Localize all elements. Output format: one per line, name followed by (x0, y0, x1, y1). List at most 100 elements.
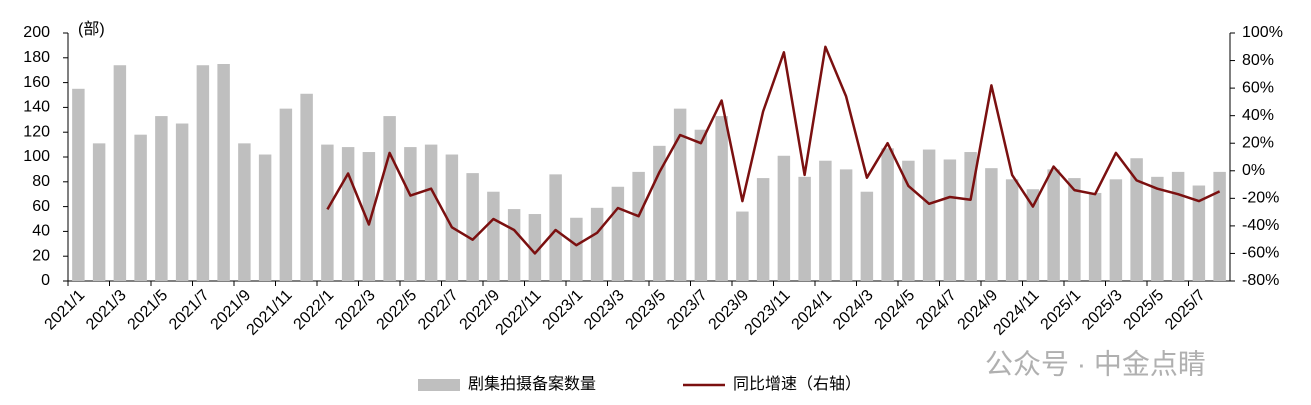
bar (92, 143, 106, 281)
x-tick-label: 2021/5 (125, 287, 172, 334)
y2-tick-label: -60% (1242, 245, 1279, 262)
bar (155, 116, 168, 281)
y-tick-label: 160 (23, 74, 50, 91)
bar (1192, 185, 1206, 281)
bar (1109, 179, 1123, 281)
bar (694, 129, 708, 281)
bar (507, 209, 521, 281)
x-tick-label: 2023/7 (664, 287, 711, 334)
bar (528, 214, 542, 281)
bar (1026, 189, 1040, 281)
x-tick-label: 2024/11 (991, 287, 1043, 339)
bar (1130, 158, 1143, 281)
bar (466, 173, 479, 281)
y-tick-label: 100 (23, 148, 50, 165)
y-tick-label: 80 (32, 173, 50, 190)
x-tick-label: 2023/11 (742, 287, 794, 339)
bar (819, 160, 832, 281)
bar (985, 168, 998, 281)
bar (881, 148, 894, 281)
bar (196, 65, 210, 282)
x-tick-label: 2021/7 (166, 287, 213, 334)
x-tick-label: 2021/11 (244, 287, 296, 339)
x-tick-label: 2025/3 (1079, 287, 1126, 334)
bar (756, 178, 770, 281)
y2-tick-label: 60% (1242, 79, 1274, 96)
x-tick-label: 2022/7 (415, 287, 462, 334)
bar (1005, 179, 1019, 281)
bar (715, 116, 728, 281)
legend-swatch (418, 379, 460, 391)
y-tick-label: 120 (23, 123, 50, 140)
bar (300, 93, 313, 281)
x-tick-label: 2025/1 (1038, 287, 1085, 334)
bar (362, 152, 376, 281)
y2-tick-label: 100% (1242, 24, 1283, 41)
bar (570, 217, 583, 281)
bar (217, 64, 230, 281)
x-tick-label: 2024/3 (830, 287, 877, 334)
y2-tick-label: -20% (1242, 190, 1279, 207)
x-tick-label: 2022/11 (493, 287, 545, 339)
y2-tick-label: 20% (1242, 134, 1274, 151)
bar (341, 147, 355, 281)
bar (943, 159, 957, 281)
bar (632, 171, 645, 281)
line (326, 45, 1221, 255)
x-tick-label: 2023/5 (623, 287, 670, 334)
x-tick-label: 2021/3 (83, 287, 130, 334)
y2-tick-label: 40% (1242, 107, 1274, 124)
x-tick-label: 2024/7 (913, 287, 960, 334)
bar (404, 147, 417, 281)
y-tick-label: 60 (32, 198, 50, 215)
bar (1171, 171, 1185, 281)
y-tick-label: 0 (41, 272, 50, 289)
bar (383, 116, 396, 281)
bar (134, 134, 147, 281)
bar (258, 154, 272, 281)
bar (1088, 192, 1102, 281)
bar (777, 155, 791, 281)
legend-label: 同比增速（右轴） (733, 375, 861, 393)
x-tick-label: 2021/1 (42, 287, 89, 334)
bar (321, 144, 334, 281)
bar (860, 191, 874, 281)
x-tick-label: 2025/5 (1121, 287, 1168, 334)
bar (673, 108, 687, 281)
y-tick-label: 200 (23, 24, 50, 41)
bar (736, 211, 749, 281)
y2-tick-label: 0% (1242, 162, 1265, 179)
y2-tick-label: -40% (1242, 217, 1279, 234)
y-tick-label: 40 (32, 223, 50, 240)
bar (1068, 178, 1081, 281)
y-axis-unit: (部) (78, 20, 105, 38)
y2-tick-label: 80% (1242, 52, 1274, 69)
bar (72, 88, 85, 281)
bar (1047, 169, 1060, 281)
watermark: 公众号 · 中金点睛 (985, 348, 1206, 379)
bar (487, 191, 500, 281)
x-tick-label: 2023/3 (581, 287, 628, 334)
x-tick-label: 2022/5 (374, 287, 421, 334)
y-tick-label: 140 (23, 99, 50, 116)
bar (113, 65, 127, 282)
legend-label: 剧集拍摄备案数量 (468, 375, 596, 393)
x-tick-label: 2023/1 (540, 287, 587, 334)
x-tick-label: 2024/1 (789, 287, 836, 334)
bar (238, 143, 251, 281)
bar (798, 176, 811, 281)
y-tick-label: 20 (32, 247, 50, 264)
bar (279, 108, 293, 281)
y2-tick-label: -80% (1242, 272, 1279, 289)
bar (549, 174, 562, 281)
x-tick-label: 2025/7 (1162, 287, 1209, 334)
bar (839, 169, 853, 281)
y-tick-label: 180 (23, 49, 50, 66)
bar (424, 144, 438, 281)
bar (590, 207, 604, 281)
x-tick-label: 2024/5 (872, 287, 919, 334)
x-tick-label: 2022/3 (332, 287, 379, 334)
bar (922, 149, 936, 281)
bar (902, 160, 915, 281)
